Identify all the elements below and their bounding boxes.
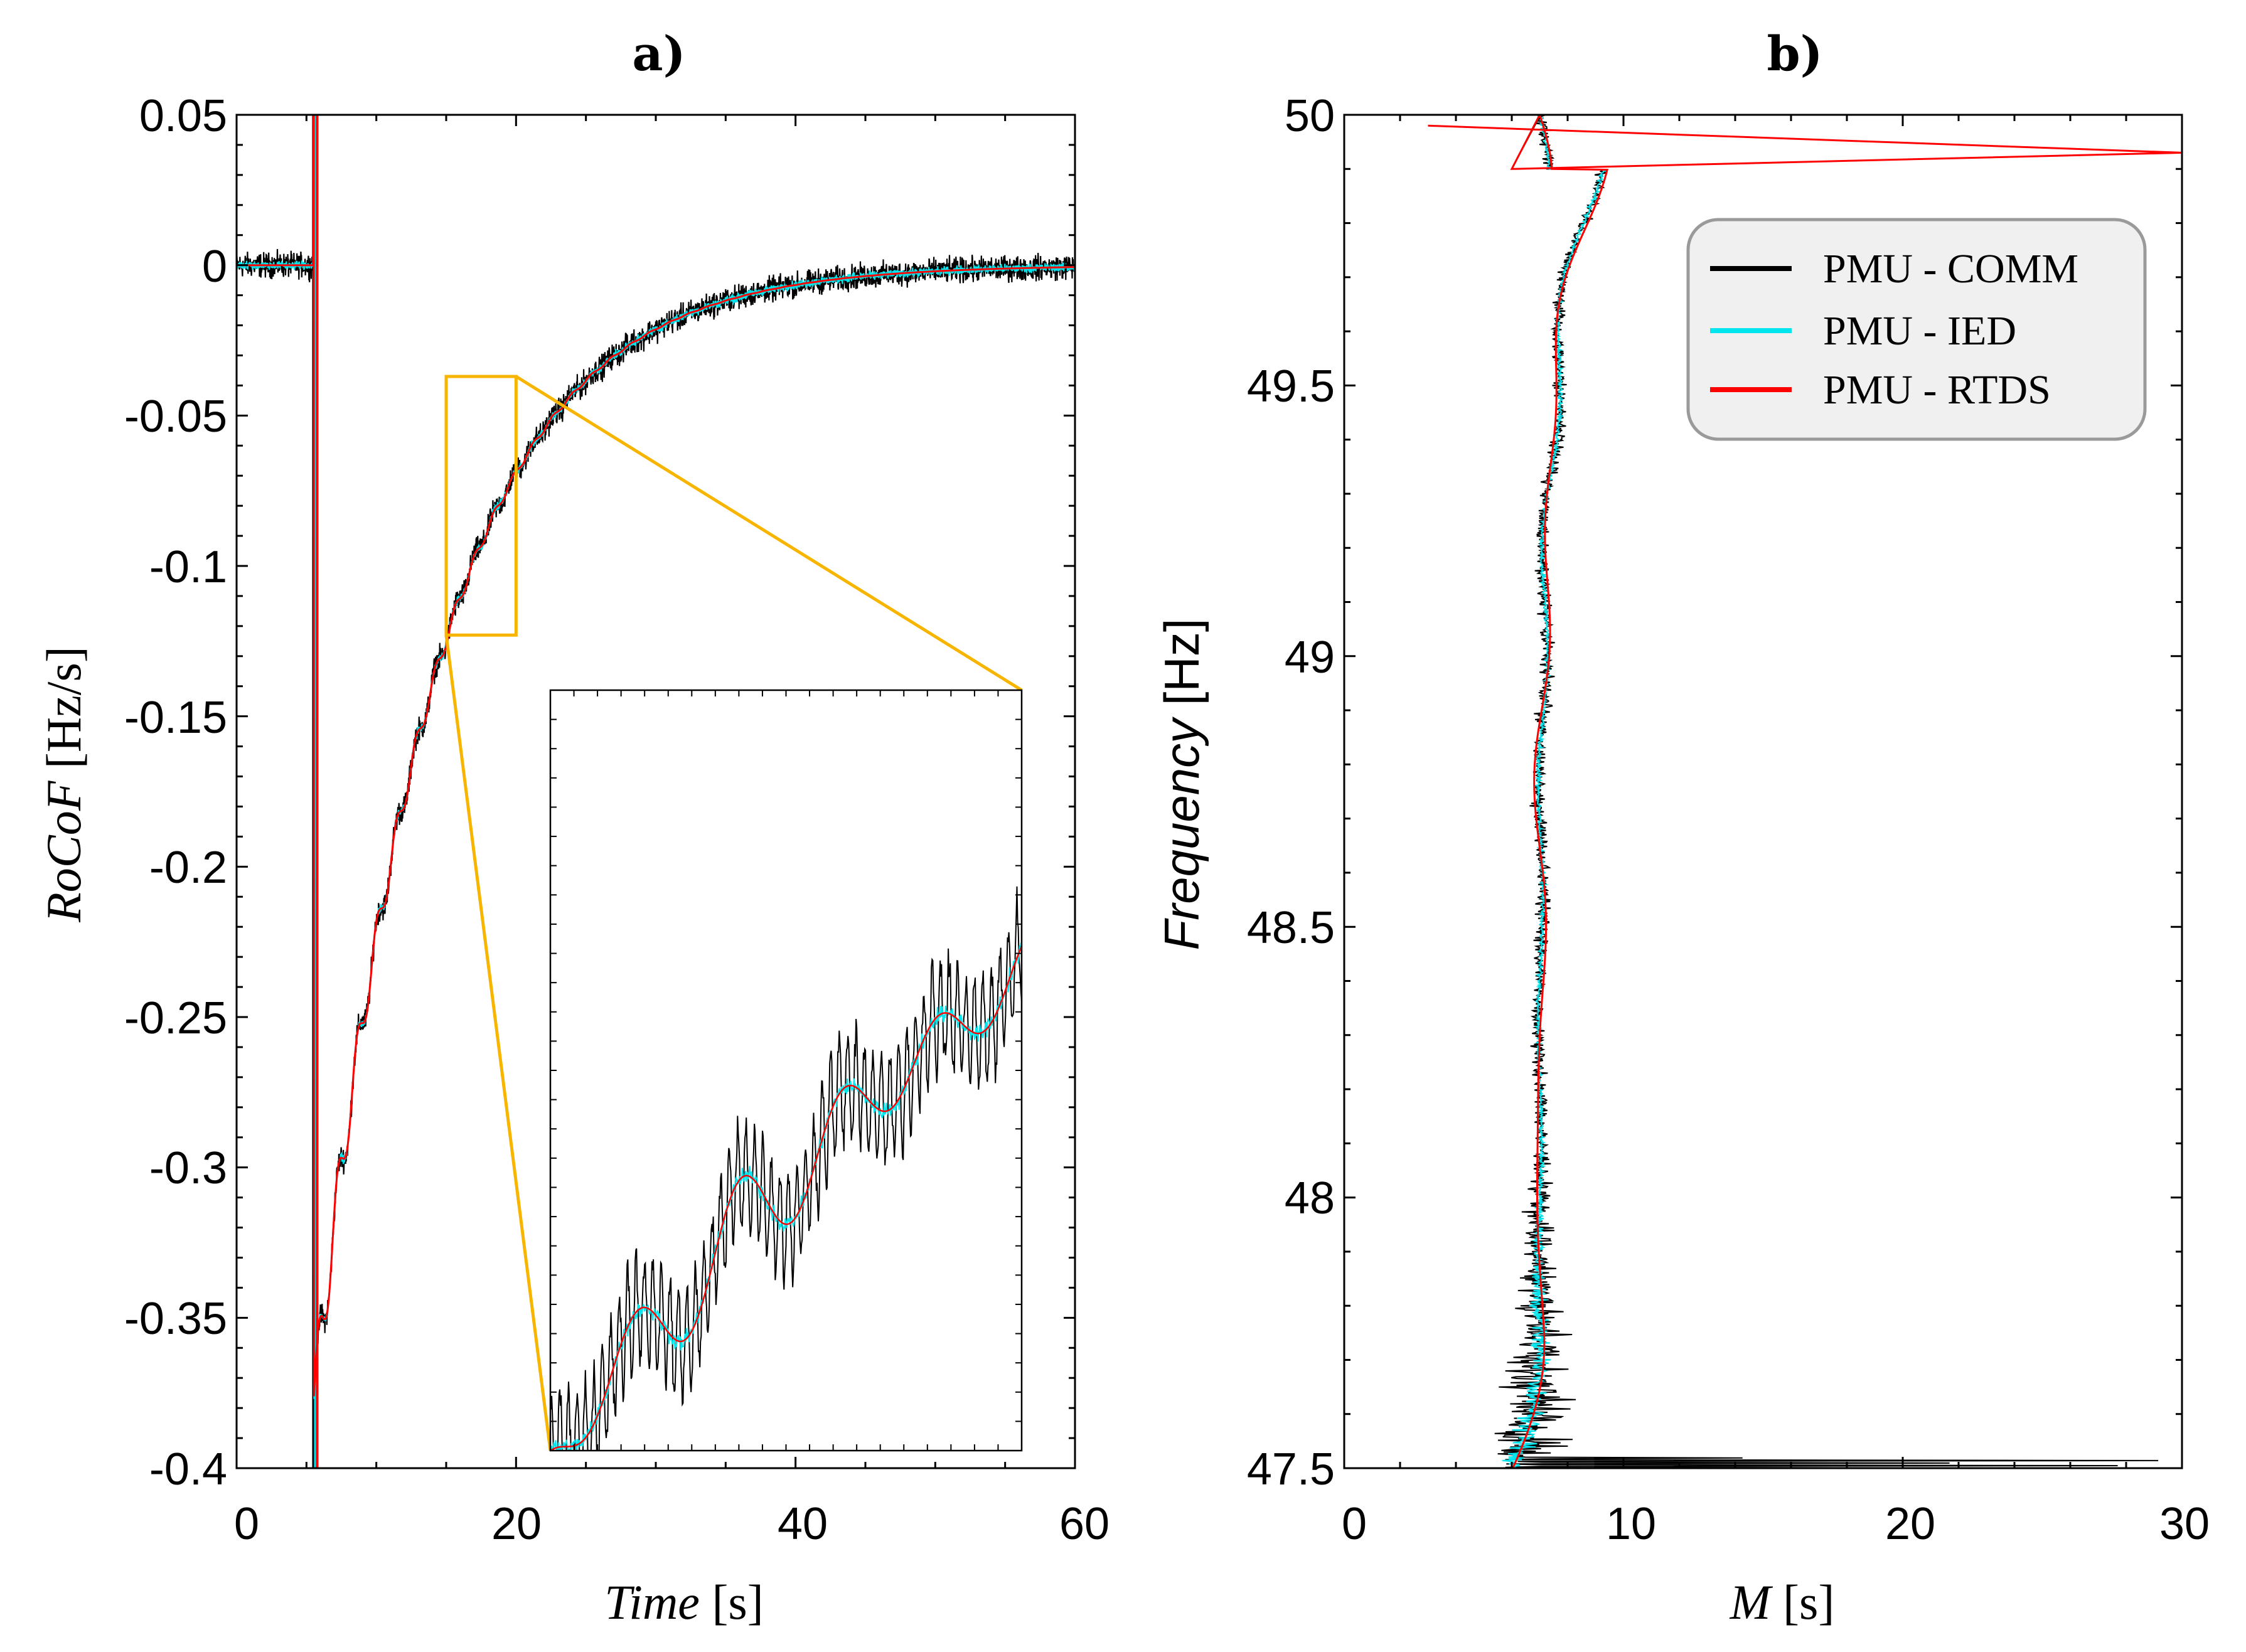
a-ytick-label: -0.05 [124,392,227,442]
b-ytick-label: 50 [1285,91,1335,141]
a-ytick-label: -0.35 [124,1294,227,1344]
legend-label-ied: PMU - IED [1823,308,2016,354]
b-xtick-label: 30 [2159,1499,2210,1549]
legend-label-rtds: PMU - RTDS [1823,367,2051,413]
b-xlabel-unit: [s] [1783,1575,1834,1629]
panel-a-xtick-labels: 0 20 40 60 [234,1499,1110,1549]
panel-a-title: a) [632,26,685,82]
inset-plot-area [550,886,1022,1451]
a-xtick-label: 60 [1059,1499,1110,1549]
panel-a-xlabel: Time [s] [604,1575,764,1629]
a-ytick-label: -0.1 [149,542,227,592]
b-xtick-label: 20 [1885,1499,1935,1549]
a-ylabel-unit: [Hz/s] [36,646,91,769]
panel-b-ticks [1343,114,2183,1469]
b-ytick-label: 48 [1285,1173,1335,1223]
panel-b-title: b) [1767,26,1822,82]
panel-a-ticks [235,114,1076,1469]
panel-b-ylabel: Frequency [Hz] [1154,619,1209,951]
b-xtick-label: 10 [1606,1499,1656,1549]
a-ylabel-italic: RoCoF [36,780,91,923]
b-ylabel-italic: Frequency [1154,717,1209,951]
b-ytick-label: 49 [1285,632,1335,683]
b-xlabel-italic: M [1730,1575,1773,1629]
zoom-connector-top [515,375,1023,692]
a-ytick-label: -0.15 [124,693,227,743]
legend-box [1686,218,2147,441]
inset-ticks [550,690,1022,1451]
a-xlabel-italic: Time [604,1575,700,1629]
zoom-inset [549,689,1023,1452]
a-xtick-label: 40 [778,1499,828,1549]
a-ytick-label: -0.3 [149,1143,227,1193]
inset-series-line-pmu-comm [550,886,1022,1451]
panel-b-frame [1343,114,2183,1469]
b-series-line-pmu-rtds [1428,115,2182,1468]
b-ytick-label: 49.5 [1247,361,1335,412]
panel-a-plot-area [237,115,1075,1468]
a-xtick-label: 20 [491,1499,542,1549]
b-ytick-label: 47.5 [1247,1444,1335,1495]
panel-a: a) 0 20 40 60 0.05 0 -0.05 -0.1 [36,26,1110,1629]
zoom-connector-bottom [444,634,552,1451]
b-series-line-pmu-ied [1428,115,2182,1468]
a-ytick-label: 0 [202,242,227,292]
a-ytick-label: -0.2 [149,843,227,893]
a-xlabel-unit: [s] [712,1575,763,1629]
panel-a-ylabel: RoCoF [Hz/s] [36,646,91,923]
panel-b-plot-area [1344,115,2182,1468]
a-ytick-label: -0.25 [124,993,227,1043]
b-xtick-label: 0 [1342,1499,1367,1549]
zoom-indicator [444,375,1023,1451]
panel-b-xlabel: M [s] [1730,1575,1835,1629]
panel-b-ytick-labels: 50 49.5 49 48.5 48 47.5 [1247,91,1335,1495]
zoom-box [444,375,518,637]
inset-series-line-pmu-rtds [550,946,1022,1451]
panel-b-xtick-labels: 0 10 20 30 [1342,1499,2210,1549]
a-xtick-label: 0 [234,1499,259,1549]
a-ytick-label: -0.4 [149,1444,227,1495]
b-ylabel-unit: [Hz] [1154,619,1209,706]
a-ytick-label: 0.05 [139,91,227,141]
b-ytick-label: 48.5 [1247,903,1335,953]
legend-label-comm: PMU - COMM [1823,246,2078,292]
panel-a-ytick-labels: 0.05 0 -0.05 -0.1 -0.15 -0.2 -0.25 -0.3 … [124,91,227,1495]
series-line-pmu-rtds [237,115,1075,1397]
legend: PMU - COMM PMU - IED PMU - RTDS [1686,218,2147,441]
panel-b: b) PMU - COMM PMU - IED PMU - RTDS 0 10 … [1154,26,2210,1629]
